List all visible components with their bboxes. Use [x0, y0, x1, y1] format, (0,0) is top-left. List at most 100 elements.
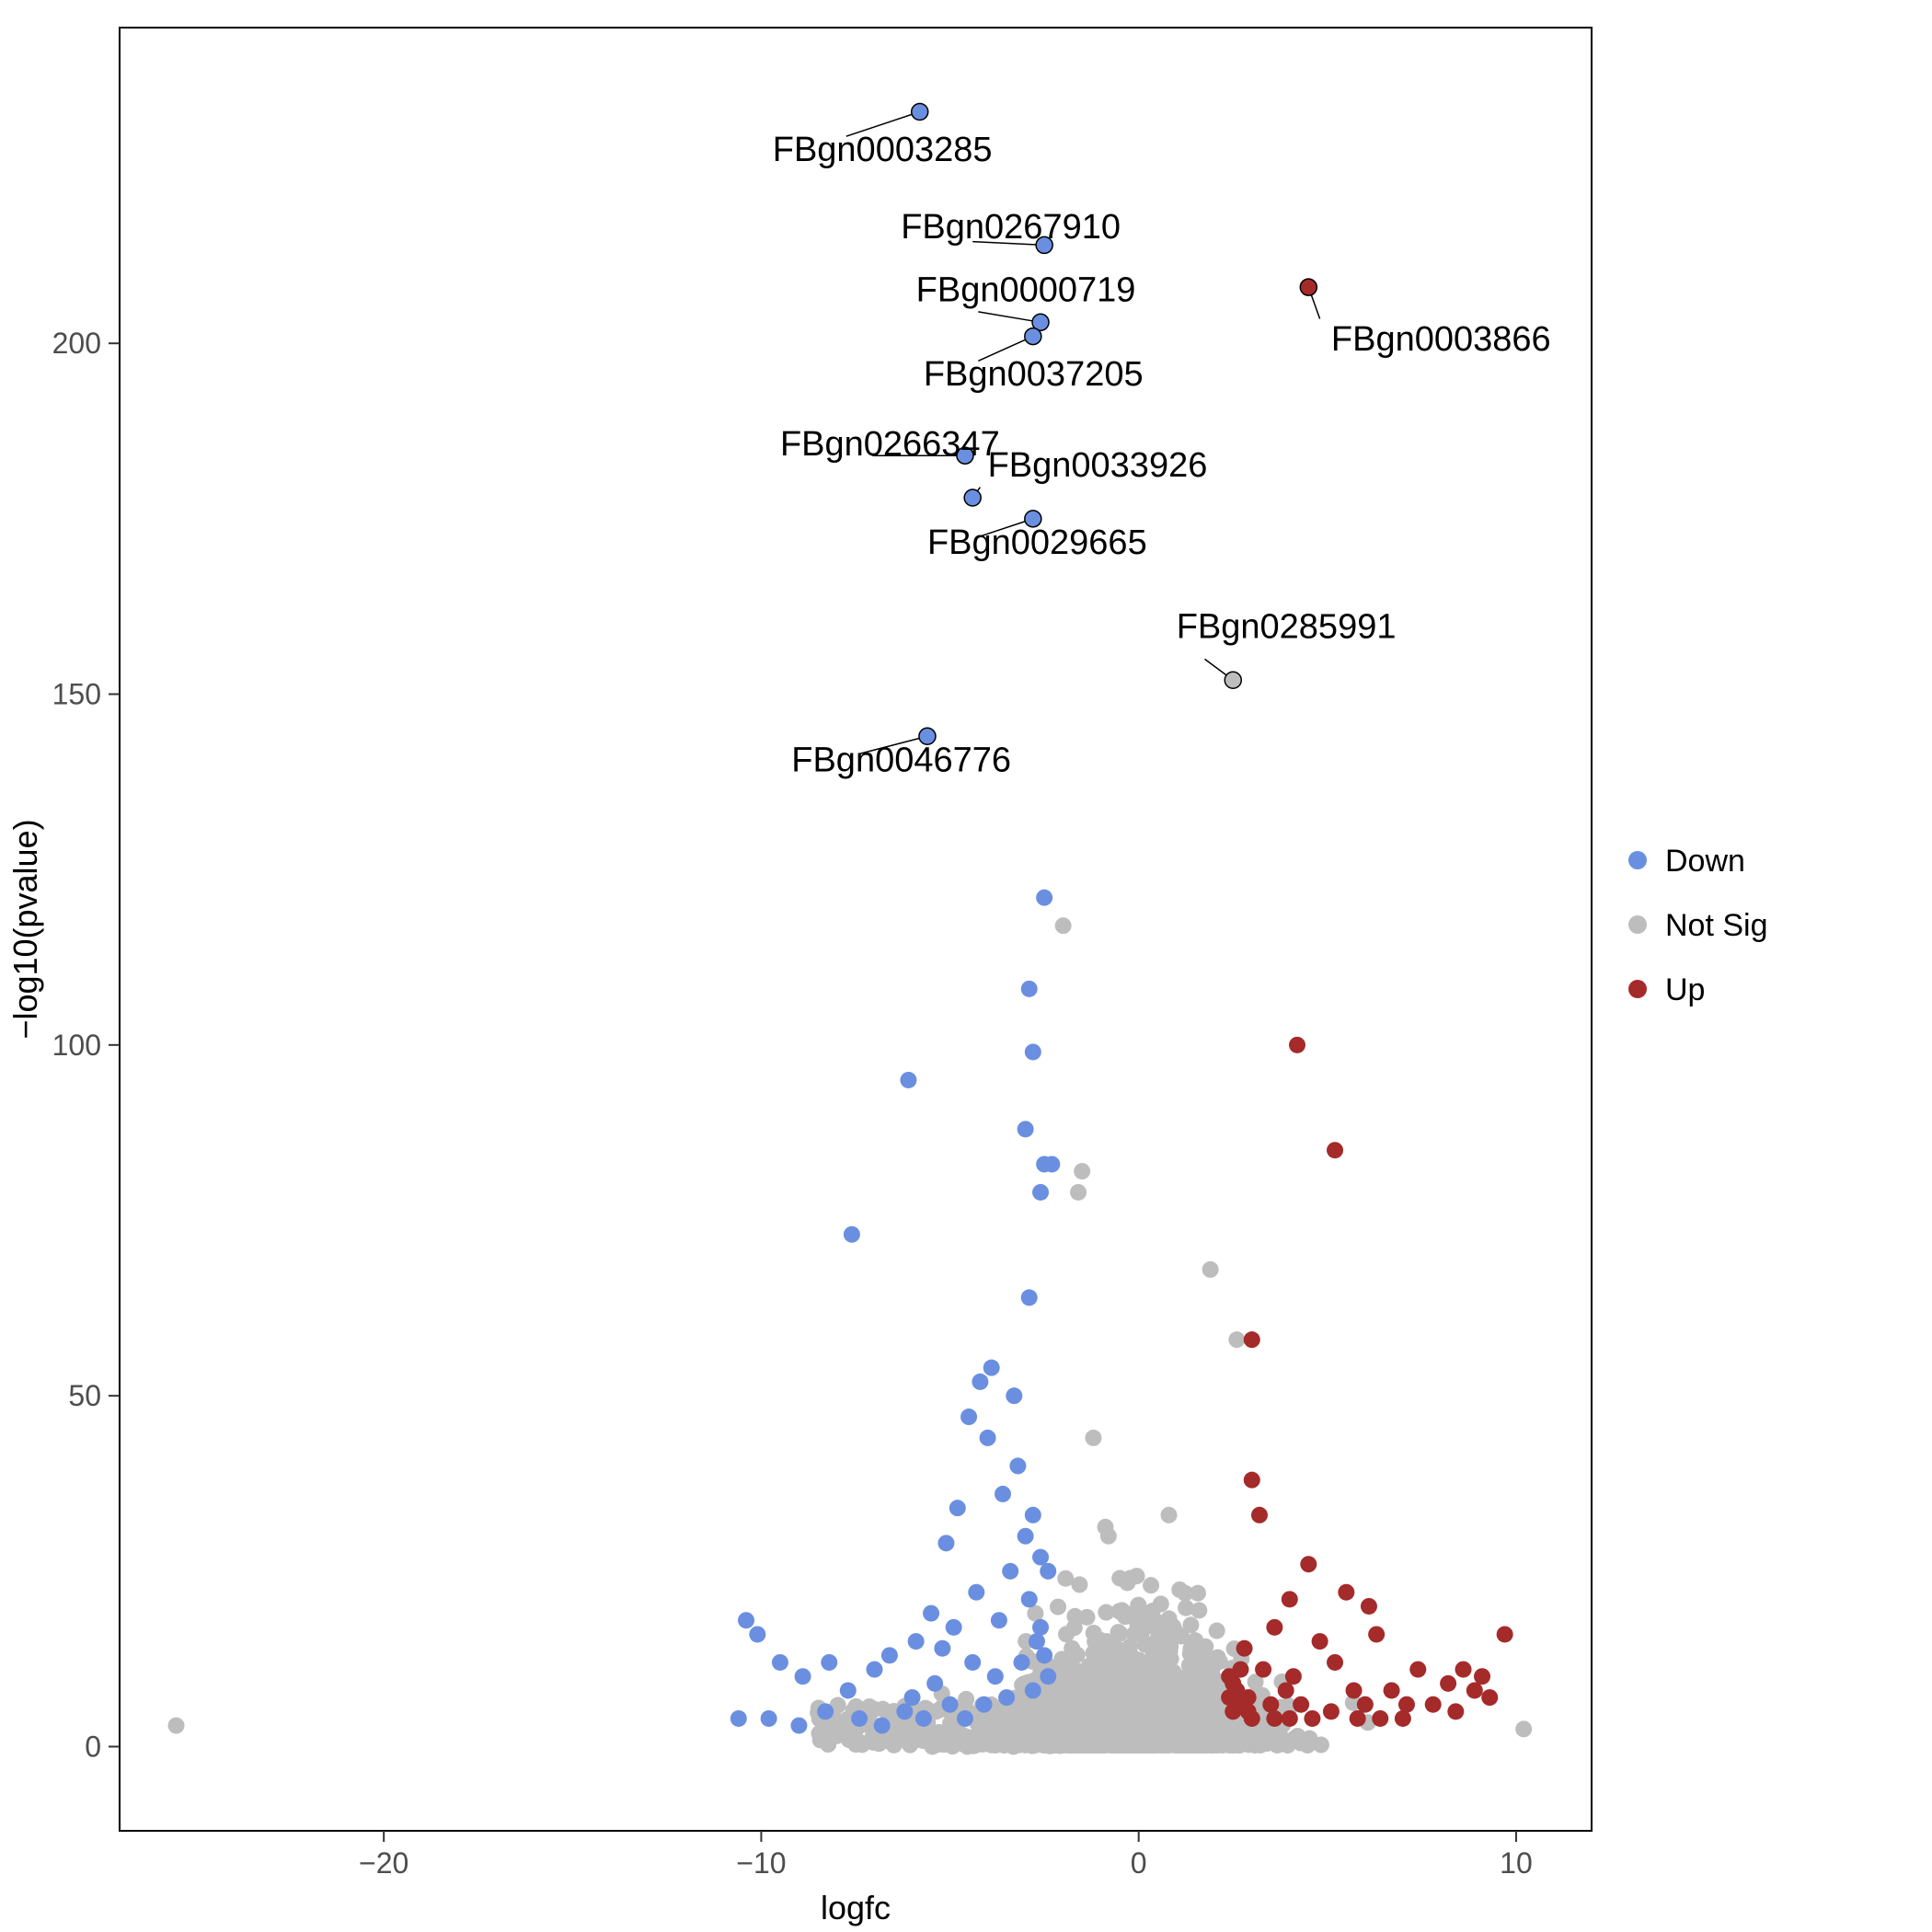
point-notsig	[1189, 1731, 1205, 1748]
point-notsig	[820, 1736, 836, 1753]
point-notsig	[1228, 1331, 1245, 1348]
point-notsig	[1157, 1648, 1174, 1664]
point-down	[942, 1696, 959, 1713]
point-up	[1372, 1710, 1388, 1727]
point-notsig	[1110, 1624, 1127, 1640]
point-notsig	[1130, 1663, 1146, 1680]
point-down	[960, 1409, 977, 1425]
x-tick-label: −20	[359, 1846, 408, 1880]
point-down	[946, 1619, 962, 1636]
point-notsig	[1078, 1609, 1095, 1626]
point-notsig	[1050, 1599, 1066, 1616]
point-notsig	[972, 1732, 989, 1749]
point-notsig	[1193, 1650, 1210, 1667]
point-down	[790, 1718, 807, 1734]
gene-label: FBgn0029665	[927, 523, 1147, 562]
point-labeled	[1300, 279, 1317, 295]
point-up	[1346, 1682, 1363, 1698]
point-notsig	[1210, 1650, 1226, 1666]
point-down	[1032, 1549, 1049, 1566]
point-up	[1481, 1689, 1498, 1706]
point-up	[1266, 1619, 1282, 1636]
point-down	[730, 1710, 747, 1727]
point-down	[908, 1633, 925, 1650]
point-down	[840, 1682, 857, 1698]
gene-label: FBgn0285991	[1177, 608, 1397, 647]
y-tick-label: 50	[68, 1379, 101, 1412]
point-down	[867, 1662, 883, 1678]
point-down	[881, 1647, 898, 1663]
point-up	[1350, 1710, 1366, 1727]
point-notsig	[1190, 1585, 1206, 1602]
point-down	[1032, 1184, 1049, 1201]
point-down	[1036, 1647, 1052, 1663]
legend-swatch	[1628, 980, 1647, 998]
point-up	[1327, 1654, 1343, 1671]
point-notsig	[1202, 1261, 1219, 1278]
point-notsig	[1095, 1649, 1111, 1665]
point-down	[972, 1374, 988, 1390]
point-notsig	[1140, 1734, 1156, 1751]
gene-label: FBgn0266347	[780, 425, 1000, 464]
gene-label: FBgn0003285	[773, 131, 993, 169]
x-tick-label: −10	[736, 1846, 786, 1880]
gene-label: FBgn0037205	[924, 355, 1144, 394]
point-notsig	[1111, 1570, 1128, 1586]
point-down	[738, 1612, 754, 1628]
point-notsig	[1167, 1622, 1183, 1639]
point-down	[795, 1668, 811, 1685]
point-notsig	[989, 1731, 1006, 1747]
point-up	[1357, 1696, 1374, 1713]
point-notsig	[1121, 1639, 1138, 1655]
point-notsig	[1187, 1632, 1203, 1649]
point-notsig	[1082, 1737, 1098, 1754]
point-down	[1025, 1682, 1041, 1698]
point-down	[896, 1703, 913, 1719]
point-notsig	[1017, 1702, 1033, 1719]
point-notsig	[1103, 1699, 1120, 1716]
point-notsig	[1161, 1680, 1178, 1696]
point-notsig	[1107, 1668, 1123, 1685]
point-up	[1304, 1710, 1320, 1727]
point-down	[1002, 1563, 1018, 1580]
point-up	[1368, 1626, 1385, 1642]
y-tick-label: 200	[52, 327, 101, 360]
point-up	[1409, 1662, 1426, 1678]
point-notsig	[1171, 1581, 1188, 1598]
point-down	[1040, 1668, 1056, 1685]
point-notsig	[1137, 1637, 1154, 1653]
point-notsig	[1178, 1600, 1194, 1616]
point-notsig	[1515, 1720, 1532, 1737]
legend-label: Down	[1665, 844, 1745, 879]
point-down	[1025, 1043, 1041, 1060]
point-labeled	[1225, 672, 1241, 688]
point-notsig	[1070, 1184, 1087, 1201]
point-up	[1425, 1696, 1442, 1713]
point-down	[749, 1626, 765, 1642]
point-notsig	[886, 1737, 903, 1754]
point-down	[1009, 1457, 1026, 1474]
point-down	[1018, 1528, 1034, 1545]
y-tick-label: 150	[52, 678, 101, 711]
point-notsig	[865, 1734, 881, 1751]
point-down	[949, 1500, 966, 1516]
point-notsig	[1153, 1595, 1169, 1612]
point-notsig	[1182, 1616, 1199, 1633]
point-down	[772, 1654, 788, 1671]
point-labeled	[964, 489, 981, 506]
point-notsig	[1191, 1671, 1208, 1687]
point-down	[904, 1689, 921, 1706]
point-up	[1225, 1703, 1241, 1719]
point-down	[975, 1696, 992, 1713]
point-down	[817, 1703, 834, 1719]
point-notsig	[1132, 1620, 1148, 1637]
point-notsig	[1214, 1718, 1231, 1734]
gene-label: FBgn0267910	[901, 208, 1121, 247]
point-down	[1040, 1563, 1056, 1580]
point-down	[934, 1640, 950, 1657]
point-down	[995, 1486, 1011, 1502]
point-notsig	[1157, 1734, 1174, 1751]
point-down	[1018, 1121, 1034, 1137]
point-notsig	[168, 1718, 185, 1734]
point-up	[1289, 1037, 1305, 1053]
